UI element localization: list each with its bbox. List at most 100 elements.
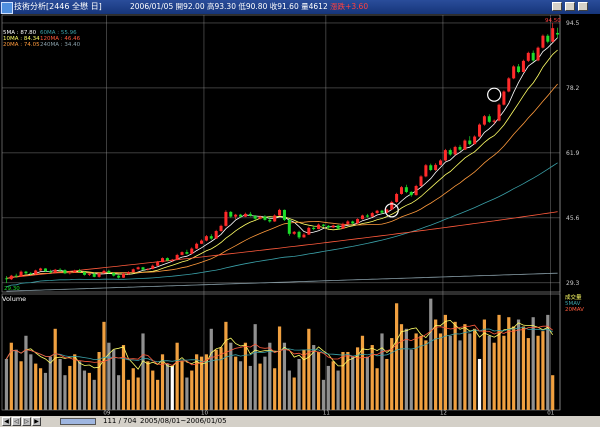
ma60-line (6, 162, 558, 288)
volume-bar (312, 345, 316, 410)
volume-bar (185, 377, 189, 410)
candle-body (370, 213, 374, 217)
candle (546, 34, 550, 44)
volume-bar (375, 368, 379, 410)
first-page-button[interactable]: ◀ (2, 417, 11, 426)
volume-bar (492, 342, 496, 410)
candle (39, 267, 43, 272)
candle (326, 225, 330, 229)
candle-body (151, 265, 155, 269)
volume-ma10-line (6, 324, 553, 366)
volume-bar (360, 335, 365, 410)
candle (253, 215, 257, 220)
minimize-button[interactable] (552, 2, 562, 11)
volume-bar (351, 356, 355, 410)
candle (4, 276, 8, 283)
legend-ma240: 240MA : 34.40 (40, 42, 81, 48)
candle-body (546, 35, 550, 42)
candle (556, 27, 560, 38)
volume-bar (243, 342, 248, 410)
volume-bar (82, 370, 87, 410)
volume-bar (165, 363, 169, 410)
ma10-line (6, 49, 558, 280)
candle (317, 223, 321, 230)
volume-bar (204, 354, 209, 410)
candle (195, 242, 199, 249)
candlestick-series (4, 22, 560, 283)
candle-body (195, 243, 199, 249)
scroll-thumb[interactable] (60, 418, 96, 425)
candle-body (248, 213, 252, 216)
volume-bar (419, 335, 423, 410)
candle-body (487, 116, 491, 122)
bar-position: 111 / 704 (103, 417, 137, 425)
candle (468, 136, 472, 146)
candle (53, 268, 57, 273)
volume-bar (107, 342, 111, 410)
candle (536, 46, 540, 62)
volume-bar (273, 368, 277, 410)
volume-bar (429, 298, 433, 410)
candle-body (53, 269, 57, 273)
candle (526, 51, 530, 63)
volume-bar (146, 361, 150, 410)
candle (141, 266, 145, 271)
volume-bar (263, 356, 267, 410)
volume-bar (282, 342, 287, 410)
candle-body (243, 213, 247, 217)
last-page-button[interactable]: ▶ (32, 417, 41, 426)
candle (151, 264, 155, 270)
candle (160, 257, 165, 263)
date-range: 2005/08/01~2006/01/05 (140, 417, 227, 425)
candle-body (258, 216, 262, 219)
volume-bar (341, 352, 345, 410)
candle-body (297, 231, 301, 238)
candle-body (73, 270, 77, 273)
volume-bar (209, 328, 213, 410)
candle-body (48, 271, 52, 273)
candle (292, 231, 296, 236)
candle-body (34, 270, 38, 275)
close-button[interactable] (578, 2, 588, 11)
volume-bar (117, 375, 121, 410)
candle (541, 34, 545, 49)
volume-bar (370, 345, 374, 410)
candle (121, 272, 126, 279)
y-tick-label: 45.6 (566, 215, 580, 222)
candle (78, 268, 82, 273)
candle-body (14, 275, 18, 277)
x-tick-label: 09 (103, 411, 110, 417)
volume-bar (29, 354, 33, 410)
next-page-button[interactable]: ▷ (22, 417, 31, 426)
prev-page-button[interactable]: ◁ (12, 417, 21, 426)
candle (175, 253, 179, 261)
volume-bar (541, 331, 545, 410)
legend-ma10: 10MA : 84.34 (3, 36, 40, 42)
volume-legend-20: 20MAV (565, 307, 584, 313)
candle-body (39, 268, 43, 271)
candle-body (453, 146, 457, 155)
candle (58, 268, 62, 271)
candle-body (341, 223, 345, 229)
candle-body (526, 52, 530, 61)
candle (229, 211, 233, 218)
candle (341, 222, 345, 230)
candle-body (219, 225, 223, 232)
candle (209, 234, 213, 240)
candle-body (43, 268, 47, 272)
volume-bar (24, 335, 28, 410)
candle-body (434, 164, 438, 171)
volume-bar (258, 363, 262, 410)
candle-body (92, 273, 96, 277)
maximize-button[interactable] (565, 2, 575, 11)
candle (507, 77, 511, 93)
volume-bar (277, 326, 282, 410)
candle (448, 148, 452, 156)
window-title: 技術分析[2446 全懋 日] (14, 2, 102, 11)
volume-bar (434, 319, 438, 410)
legend-ma5: 5MA : 87.80 (3, 30, 37, 36)
info-date: 2006/01/05 (130, 2, 174, 11)
candle (243, 212, 247, 218)
